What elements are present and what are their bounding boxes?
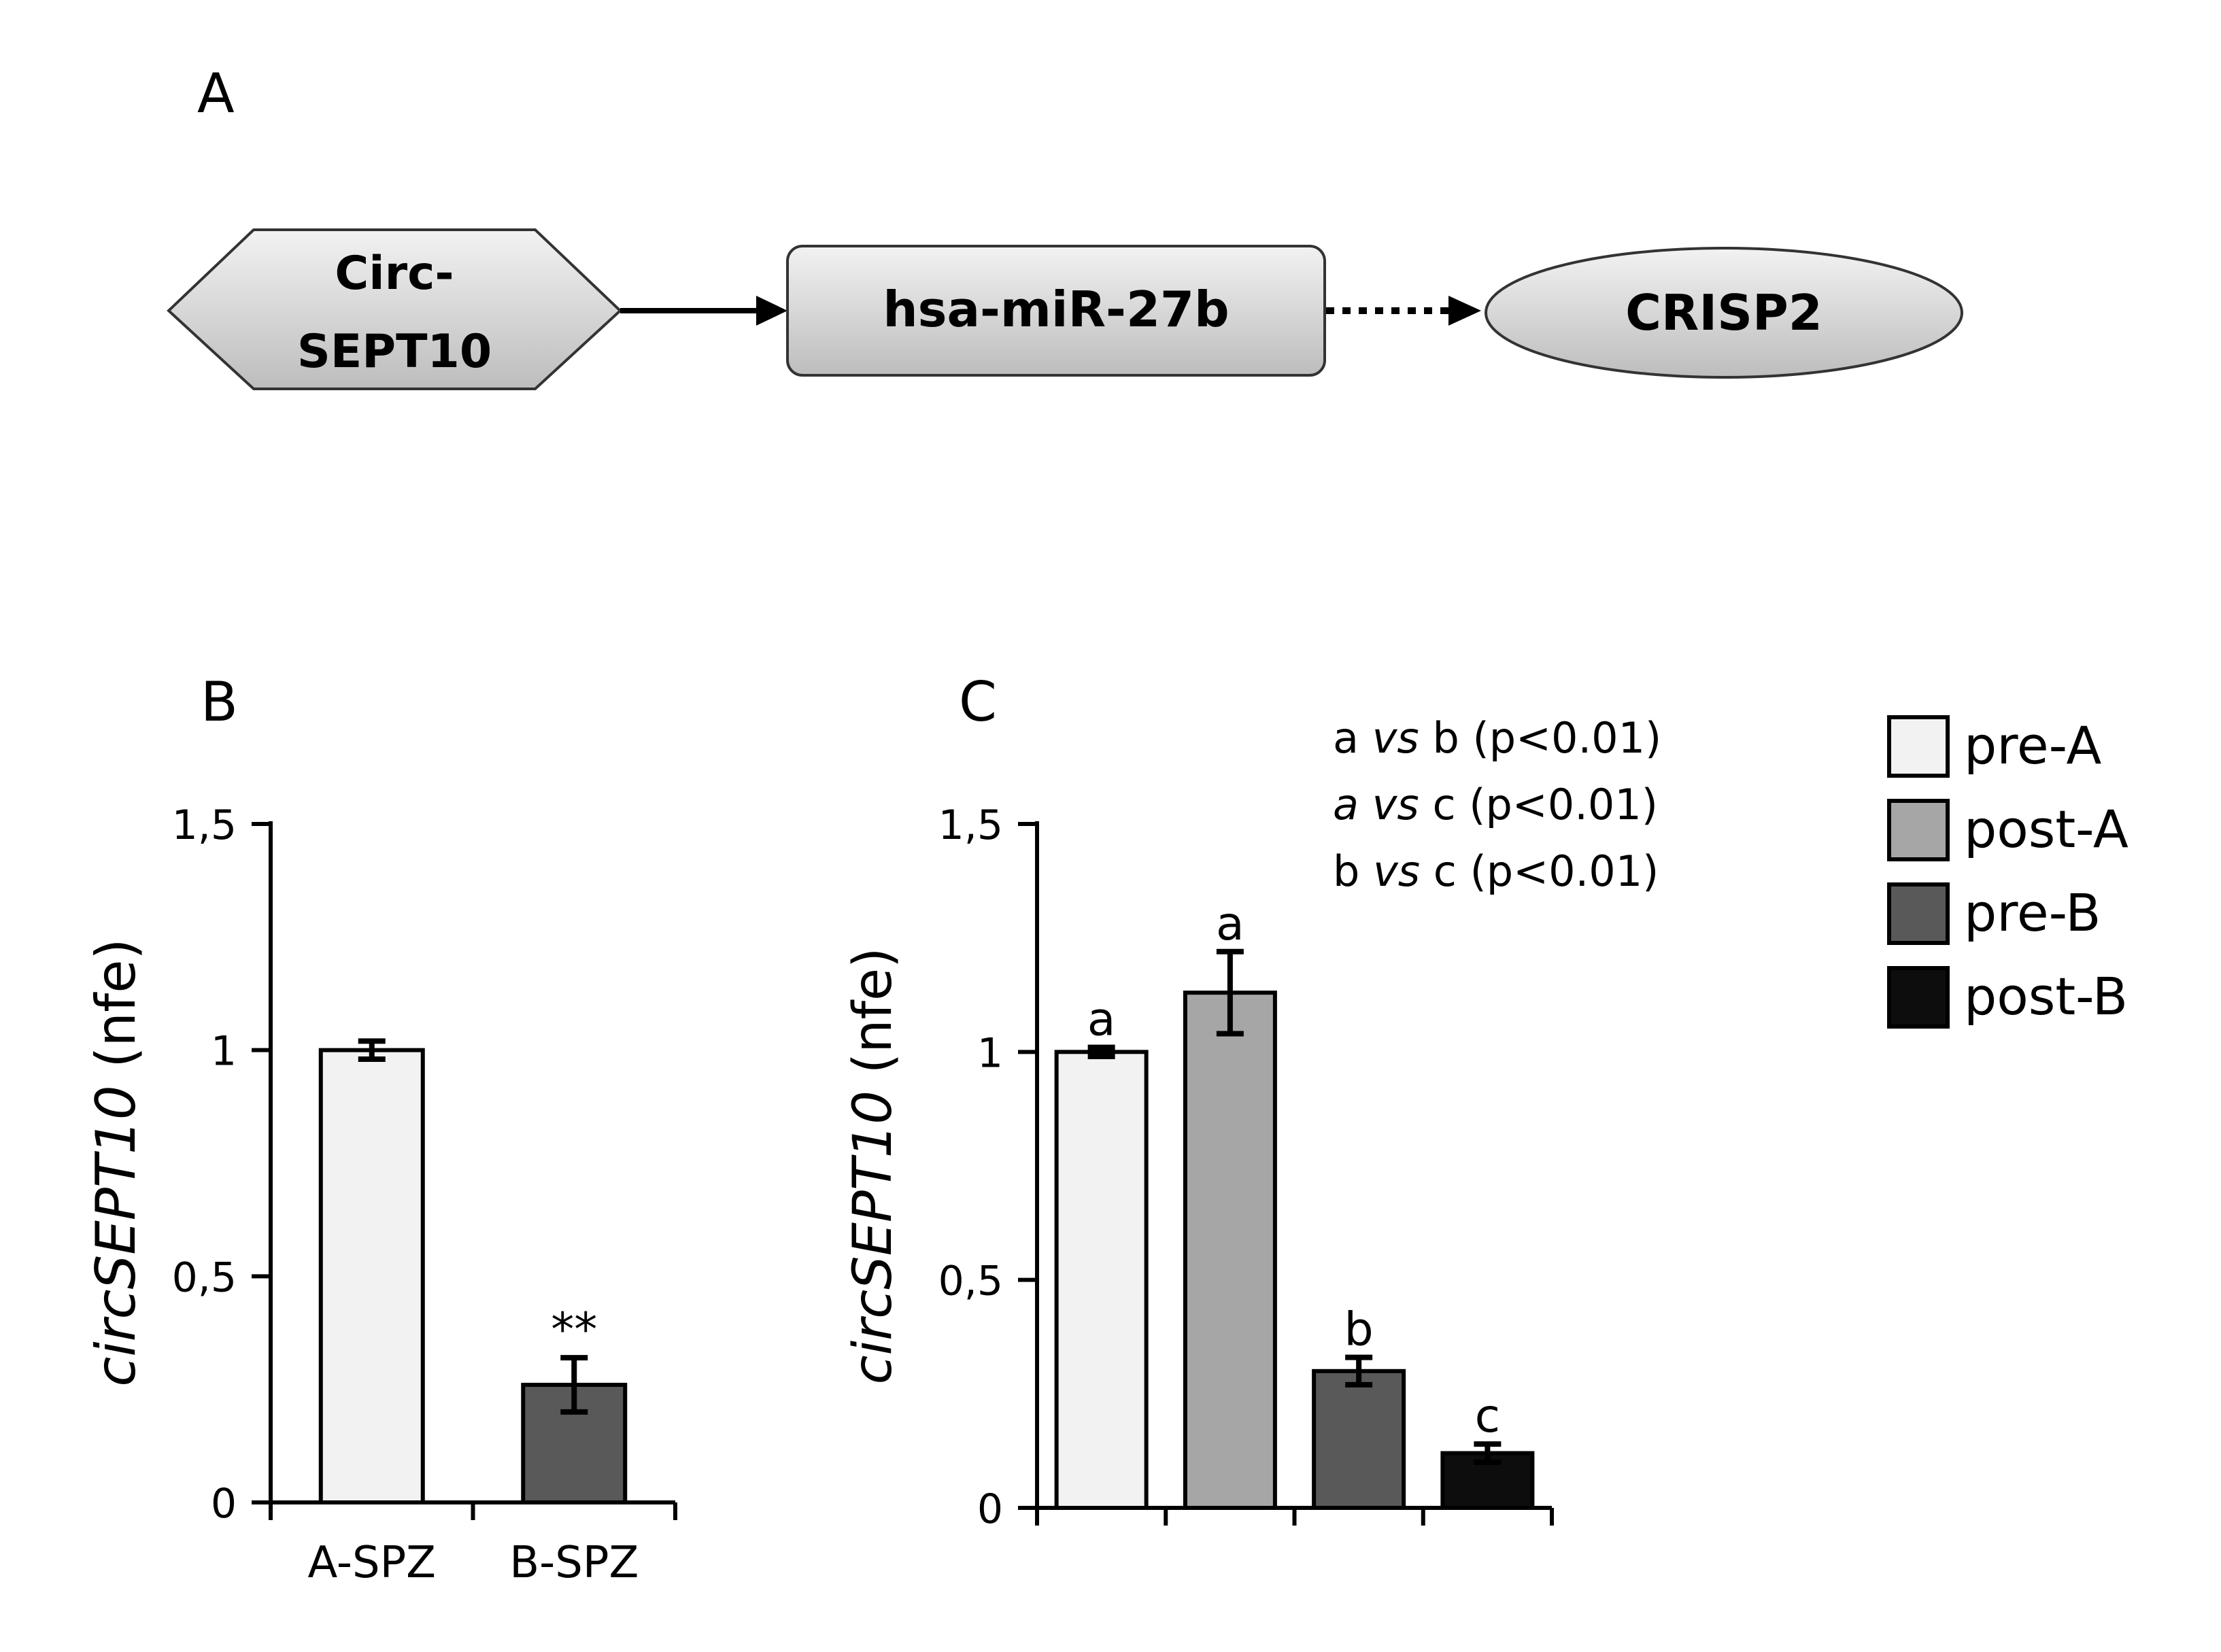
mirna-node (786, 245, 1326, 377)
stat-group1: b (1333, 846, 1359, 896)
circsept10-label-line1: Circ- (335, 247, 454, 300)
bar-annotation: a (1087, 993, 1116, 1047)
stat-group1: a (1333, 713, 1359, 763)
chart-c-y-axis-label-unit: (nfe) (843, 948, 904, 1091)
y-tick-label: 1 (977, 1029, 1003, 1077)
bar (318, 1048, 425, 1504)
legend-label: post-A (1964, 799, 2129, 859)
chart-c-marks: 0 0,5 1 1,5 a a b c (938, 802, 1554, 1533)
bar-annotation: ** (551, 1303, 597, 1357)
stat-vs: vs (1372, 713, 1419, 763)
chart-b-marks: 0 0,5 1 1,5 A-SPZ ** B-SPZ (172, 802, 677, 1588)
y-tick-label: 0,5 (938, 1258, 1003, 1305)
y-tick-label: 1,5 (938, 802, 1003, 849)
legend-label: pre-A (1964, 715, 2101, 776)
y-tick-label: 1 (211, 1028, 237, 1075)
stat-vs: vs (1373, 846, 1420, 896)
bar-annotation: c (1475, 1390, 1500, 1443)
legend-swatch (1887, 715, 1950, 778)
y-tick-label: 0 (977, 1485, 1003, 1533)
pathway-diagram: Circ- SEPT10 hsa-miR-27b CRISP2 (167, 228, 1963, 390)
mirna-label: hsa-miR-27b (883, 281, 1229, 338)
panel-label-b: B (201, 670, 238, 734)
chart-b-y-axis-label: circSEPT10 (nfe) (84, 938, 148, 1386)
x-tick-label: A-SPZ (307, 1538, 436, 1588)
stat-p: (p<0.01) (1473, 713, 1662, 763)
bar-annotation: b (1344, 1303, 1374, 1357)
stat-group2: c (1432, 780, 1455, 829)
legend-label: post-B (1964, 966, 2128, 1027)
crisp2-node (1485, 247, 1963, 379)
bar (1054, 1050, 1149, 1511)
stat-vs: vs (1372, 780, 1419, 829)
stat-p: (p<0.01) (1469, 780, 1658, 829)
chart-c-y-axis-label-italic: circSEPT10 (843, 1090, 904, 1384)
legend-swatch (1887, 799, 1950, 861)
stat-row: b vs c (p<0.01) (1333, 846, 1659, 896)
panel-label-a: A (197, 62, 235, 125)
crisp2-label: CRISP2 (1625, 284, 1822, 341)
stat-group2: c (1434, 846, 1457, 896)
chart-b-y-axis-label-italic: circSEPT10 (84, 1085, 148, 1386)
stat-group2: b (1432, 713, 1459, 763)
y-tick-label: 0,5 (172, 1254, 237, 1301)
legend-swatch (1887, 882, 1950, 945)
chart-b-y-axis-label-unit: (nfe) (84, 938, 148, 1085)
chart-c-legend: pre-A post-A pre-B post-B (1887, 715, 2129, 1029)
panel-label-c: C (959, 670, 997, 734)
stat-p: (p<0.01) (1470, 846, 1659, 896)
bar-annotation: a (1216, 897, 1244, 951)
stat-row: a vs b (p<0.01) (1333, 713, 1661, 763)
circsept10-label-line2: SEPT10 (297, 325, 492, 379)
y-tick-label: 0 (211, 1480, 237, 1528)
solid-arrow-head (756, 296, 787, 326)
y-tick-label: 1,5 (172, 802, 237, 849)
bar (1312, 1369, 1406, 1511)
bar (1183, 991, 1277, 1510)
legend-label: pre-B (1964, 882, 2101, 943)
chart-b: 0 0,5 1 1,5 A-SPZ ** B-SPZ circSEPT10 (nfe) (84, 802, 677, 1588)
legend-swatch (1887, 966, 1950, 1029)
dotted-arrow-head (1448, 296, 1481, 326)
chart-c-stats: a vs b (p<0.01) a vs c (p<0.01) b vs c (… (1333, 713, 1661, 896)
stat-row: a vs c (p<0.01) (1333, 780, 1658, 829)
stat-group1: a (1333, 780, 1359, 829)
chart-c-y-axis-label: circSEPT10 (nfe) (843, 948, 904, 1385)
x-tick-label: B-SPZ (509, 1538, 639, 1588)
